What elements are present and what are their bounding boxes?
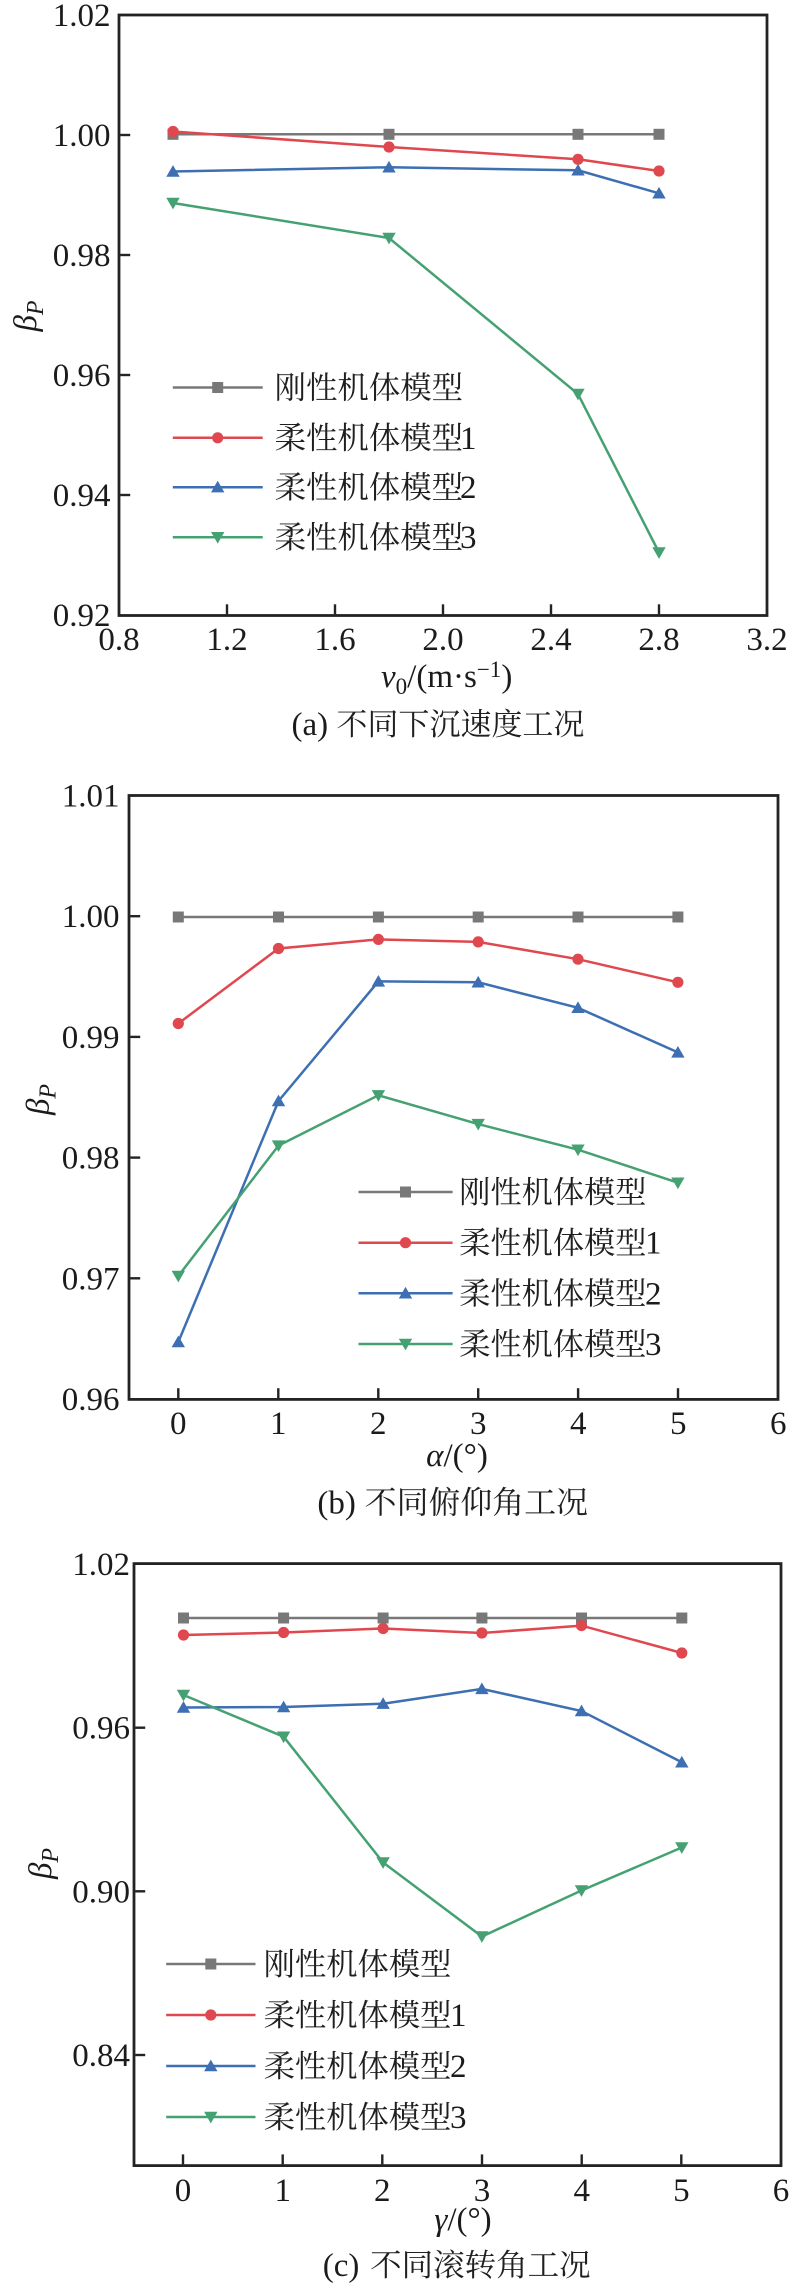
svg-text:0: 0 — [175, 2173, 192, 2209]
svg-text:βP: βP — [8, 300, 49, 332]
svg-text:0.96: 0.96 — [53, 358, 111, 394]
svg-text:(b): (b) — [317, 1486, 355, 1522]
svg-text:1.00: 1.00 — [53, 118, 111, 154]
svg-text:3: 3 — [474, 2173, 491, 2209]
svg-text:0: 0 — [170, 1406, 187, 1442]
svg-text:1.6: 1.6 — [314, 622, 355, 658]
svg-text:0.99: 0.99 — [62, 1020, 120, 1056]
svg-text:0.92: 0.92 — [53, 598, 111, 634]
svg-text:0.96: 0.96 — [62, 1382, 120, 1418]
svg-text:3: 3 — [450, 2100, 467, 2136]
svg-text:6: 6 — [770, 1406, 787, 1442]
svg-text:2.0: 2.0 — [422, 622, 463, 658]
svg-text:3: 3 — [645, 1327, 662, 1363]
svg-text:1: 1 — [645, 1226, 662, 1262]
svg-text:γ/(°): γ/(°) — [434, 2202, 491, 2238]
svg-text:5: 5 — [673, 2173, 690, 2209]
svg-text:3.2: 3.2 — [746, 622, 787, 658]
svg-text:4: 4 — [570, 1406, 587, 1442]
svg-text:0.8: 0.8 — [98, 622, 139, 658]
svg-text:1: 1 — [270, 1406, 287, 1442]
svg-text:2: 2 — [370, 1406, 387, 1442]
svg-text:1.02: 1.02 — [72, 1547, 130, 1583]
svg-text:0.98: 0.98 — [53, 238, 111, 274]
svg-text:0.84: 0.84 — [72, 2038, 130, 2074]
svg-text:(a): (a) — [292, 707, 329, 743]
svg-text:1.2: 1.2 — [206, 622, 247, 658]
svg-text:0.96: 0.96 — [72, 1711, 130, 1747]
svg-text:1: 1 — [274, 2173, 291, 2209]
svg-text:2.4: 2.4 — [530, 622, 571, 658]
svg-text:0.94: 0.94 — [53, 478, 111, 514]
svg-text:α/(°): α/(°) — [426, 1438, 488, 1474]
svg-text:1.02: 1.02 — [53, 0, 111, 34]
svg-text:1: 1 — [450, 1998, 467, 2034]
svg-text:v0/(m·s−1): v0/(m·s−1) — [381, 657, 512, 699]
svg-text:0.97: 0.97 — [62, 1261, 120, 1297]
svg-text:2.8: 2.8 — [638, 622, 679, 658]
svg-text:βP: βP — [23, 1848, 64, 1880]
svg-text:3: 3 — [470, 1406, 487, 1442]
svg-text:5: 5 — [670, 1406, 687, 1442]
svg-text:0.90: 0.90 — [72, 1874, 130, 1910]
svg-text:(c): (c) — [323, 2248, 360, 2284]
svg-text:6: 6 — [773, 2173, 790, 2209]
svg-text:2: 2 — [645, 1276, 662, 1312]
svg-text:βP: βP — [21, 1084, 62, 1116]
svg-text:2: 2 — [374, 2173, 391, 2209]
svg-text:2: 2 — [450, 2049, 467, 2085]
svg-text:1: 1 — [460, 421, 477, 457]
svg-text:3: 3 — [460, 520, 477, 556]
svg-text:1.01: 1.01 — [62, 779, 120, 815]
svg-text:2: 2 — [460, 470, 477, 506]
svg-text:4: 4 — [573, 2173, 590, 2209]
svg-text:1.00: 1.00 — [62, 899, 120, 935]
svg-text:0.98: 0.98 — [62, 1141, 120, 1177]
